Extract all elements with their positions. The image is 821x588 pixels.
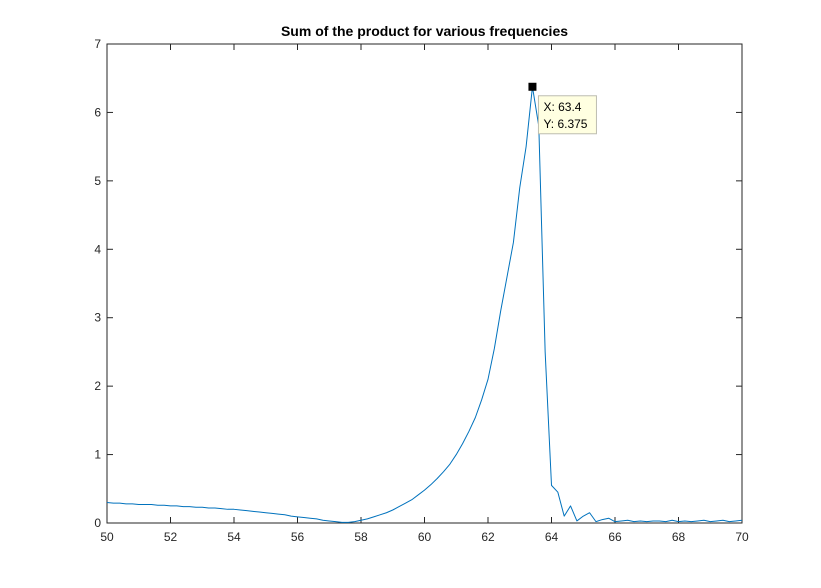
ticks	[106, 43, 743, 524]
x-tick-label: 58	[354, 530, 368, 544]
x-tick-label: 64	[545, 530, 559, 544]
data-tip-box[interactable]	[537, 95, 597, 135]
x-tick-label: 70	[735, 530, 749, 544]
y-tick-label: 1	[94, 448, 101, 462]
x-tick-label: 54	[227, 530, 241, 544]
chart-title: Sum of the product for various frequenci…	[281, 23, 568, 39]
x-tick-label: 68	[672, 530, 686, 544]
data-tip-x-text: X: 63.4	[543, 100, 581, 114]
y-tick-label: 7	[94, 37, 101, 51]
axes-box	[106, 43, 743, 524]
x-tick-label: 52	[164, 530, 178, 544]
data-tip[interactable]: X: 63.4 Y: 6.375	[528, 82, 597, 135]
x-tick-label: 56	[291, 530, 305, 544]
x-tick-label: 66	[608, 530, 622, 544]
y-tick-label: 0	[94, 516, 101, 530]
y-tick-label: 2	[94, 379, 101, 393]
y-tick-label: 4	[94, 242, 101, 256]
y-tick-label: 6	[94, 105, 101, 119]
data-tip-y-text: Y: 6.375	[543, 117, 587, 131]
series-line[interactable]	[106, 86, 743, 523]
y-tick-label: 5	[94, 174, 101, 188]
y-tick-label: 3	[94, 311, 101, 325]
x-tick-label: 60	[418, 530, 432, 544]
x-tick-label: 50	[100, 530, 114, 544]
x-tick-label: 62	[481, 530, 495, 544]
data-tip-marker[interactable]	[528, 82, 537, 91]
